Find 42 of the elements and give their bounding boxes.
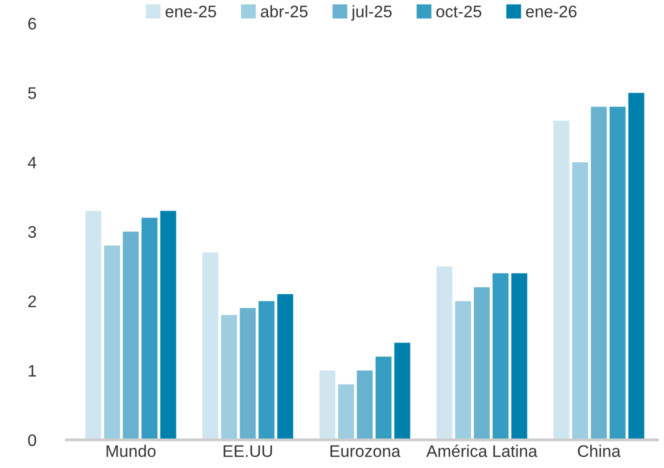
bar	[338, 384, 354, 440]
bar	[394, 342, 410, 440]
y-tick-label: 1	[28, 365, 36, 377]
bar	[492, 273, 509, 440]
y-tick-label: 3	[28, 226, 36, 238]
bar	[319, 370, 336, 440]
bar	[590, 106, 607, 440]
bar	[376, 356, 392, 440]
bar	[202, 252, 218, 440]
bar	[511, 273, 528, 440]
y-tick-label: 2	[28, 295, 36, 308]
bar	[122, 232, 139, 440]
bar	[455, 301, 472, 440]
x-tick-label: Mundo	[106, 444, 156, 458]
bar	[104, 246, 120, 440]
y-tick-label: 5	[28, 87, 36, 100]
bar	[221, 314, 238, 440]
bar	[240, 308, 256, 440]
legend-label: ene-26	[526, 6, 576, 18]
bar	[628, 92, 644, 440]
bar	[474, 287, 490, 440]
legend-label: jul-25	[351, 5, 392, 21]
bar	[572, 162, 588, 440]
bar	[258, 301, 274, 440]
bar	[436, 266, 452, 440]
x-tick-label: China	[578, 444, 621, 458]
bar	[553, 120, 570, 440]
x-tick-label: Eurozona	[330, 445, 400, 458]
y-tick-label: 0	[28, 434, 36, 446]
y-tick-label: 6	[28, 18, 36, 30]
y-tick-label: 4	[28, 156, 36, 168]
x-tick-label: EE.UU	[224, 445, 272, 458]
x-tick-label: América Latina	[426, 444, 538, 458]
bar	[610, 106, 626, 440]
legend-label: ene-25	[166, 6, 216, 18]
legend-label: abr-25	[260, 5, 308, 18]
legend-label: oct-25	[436, 6, 482, 18]
bar	[277, 294, 294, 440]
bar	[142, 218, 158, 440]
bar	[160, 210, 176, 440]
bar	[356, 370, 373, 440]
bar	[85, 210, 102, 440]
